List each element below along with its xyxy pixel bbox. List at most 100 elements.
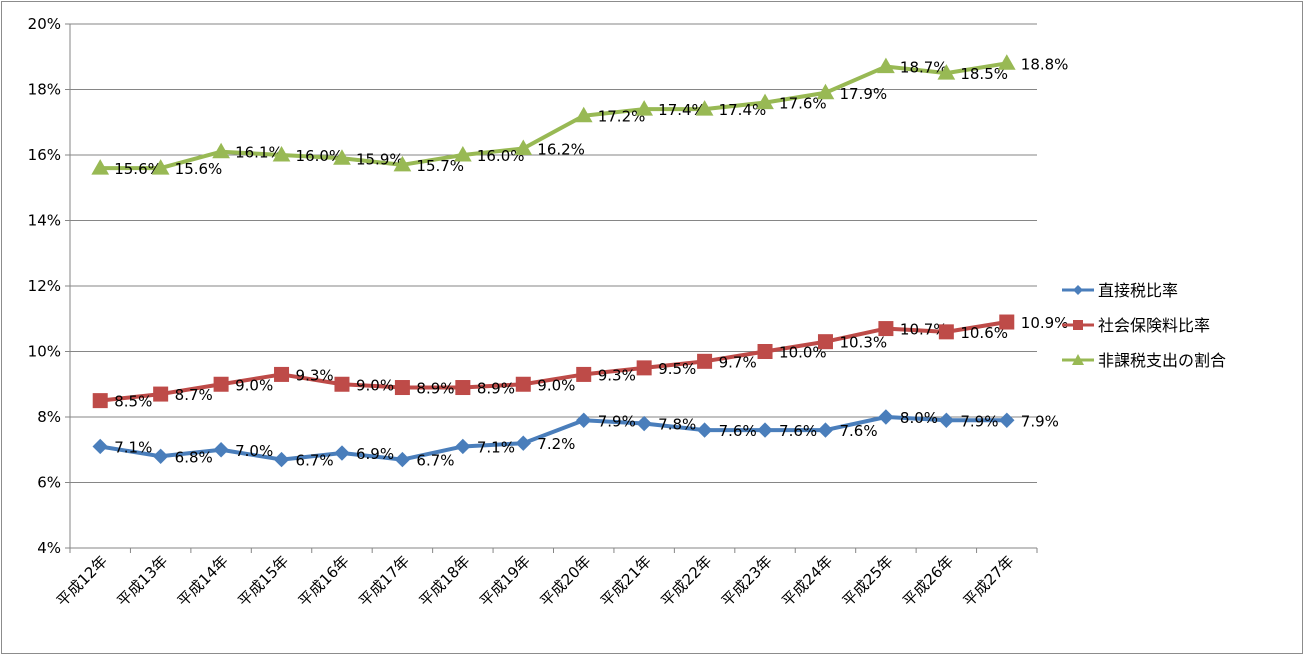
- legend-entry: 直接税比率: [1062, 281, 1178, 300]
- data-label: 7.9%: [960, 412, 998, 430]
- series-line: [100, 61, 1008, 171]
- data-label: 8.5%: [114, 393, 152, 411]
- x-tick-label: 平成13年: [113, 552, 171, 610]
- series-point: [757, 422, 773, 438]
- legend-label: 直接税比率: [1098, 281, 1178, 300]
- legend-entry: 非課税支出の割合: [1062, 351, 1226, 370]
- series-point: [757, 344, 773, 359]
- data-label: 9.0%: [356, 376, 394, 394]
- series-point: [697, 353, 713, 369]
- data-label: 16.0%: [477, 147, 525, 165]
- series-point: [152, 448, 169, 465]
- data-label: 9.5%: [658, 360, 696, 378]
- data-label: 7.0%: [235, 442, 273, 460]
- y-tick-label: 14%: [28, 212, 61, 230]
- series-point: [636, 415, 652, 432]
- x-tick-label: 平成19年: [476, 552, 534, 610]
- series-point: [997, 54, 1016, 70]
- series-point: [455, 438, 471, 455]
- data-label: 9.3%: [296, 366, 334, 384]
- y-tick-label: 4%: [37, 539, 61, 557]
- data-label: 8.9%: [477, 380, 515, 398]
- x-tick-label: 平成24年: [778, 552, 836, 610]
- series-point: [515, 376, 531, 392]
- data-label: 7.6%: [719, 422, 757, 440]
- series-point: [574, 106, 593, 123]
- data-label: 10.7%: [900, 321, 948, 339]
- series-point: [877, 57, 895, 74]
- series-point: [938, 412, 955, 428]
- series-point: [92, 393, 108, 409]
- series-point: [514, 139, 533, 155]
- series-point: [696, 422, 713, 438]
- data-label: 9.0%: [235, 376, 273, 394]
- y-tick-label: 10%: [28, 343, 61, 361]
- x-tick-label: 平成16年: [295, 552, 353, 610]
- data-label: 7.8%: [658, 416, 696, 434]
- data-label: 17.2%: [598, 108, 646, 126]
- x-tick-label: 平成21年: [597, 552, 655, 610]
- series-point: [455, 380, 471, 396]
- series-point: [515, 435, 531, 451]
- data-label: 9.0%: [537, 376, 575, 394]
- data-label: 8.7%: [175, 386, 213, 404]
- data-label: 7.2%: [537, 435, 575, 453]
- y-tick-label: 16%: [28, 146, 61, 164]
- series-point: [394, 451, 411, 468]
- data-label: 7.9%: [1021, 412, 1059, 430]
- data-label: 6.8%: [175, 448, 213, 466]
- series-line: [99, 415, 1007, 462]
- data-label: 8.9%: [416, 380, 454, 398]
- data-label: 6.7%: [416, 452, 454, 470]
- data-label: 7.6%: [779, 422, 817, 440]
- data-label: 17.9%: [839, 85, 887, 103]
- data-label: 16.1%: [235, 144, 283, 162]
- x-tick-label: 平成14年: [174, 552, 232, 610]
- series-point: [394, 380, 410, 396]
- x-tick-label: 平成23年: [718, 552, 776, 610]
- y-tick-label: 18%: [28, 81, 61, 99]
- legend-entry: 社会保険料比率: [1062, 316, 1210, 335]
- x-tick-label: 平成17年: [355, 552, 413, 610]
- data-label: 15.6%: [114, 160, 162, 178]
- data-label: 6.9%: [356, 445, 394, 463]
- series-point: [272, 145, 291, 162]
- legend-marker: [1073, 320, 1083, 330]
- y-tick-label: 6%: [37, 474, 61, 492]
- legend-marker: [1072, 354, 1084, 365]
- series-point: [878, 321, 894, 337]
- series-point: [576, 412, 592, 428]
- legend-label: 非課税支出の割合: [1098, 351, 1226, 370]
- series-point: [333, 149, 351, 165]
- series-point: [816, 83, 835, 100]
- data-label: 18.5%: [960, 65, 1008, 83]
- data-label: 17.4%: [719, 101, 767, 119]
- data-label: 18.7%: [900, 59, 948, 77]
- series-point: [576, 366, 592, 382]
- data-label: 7.1%: [477, 438, 515, 456]
- data-label: 8.0%: [900, 409, 938, 427]
- x-tick-label: 平成15年: [234, 552, 292, 610]
- series-point: [999, 314, 1015, 330]
- series-point: [635, 100, 654, 116]
- y-tick-label: 20%: [28, 15, 61, 33]
- series-point: [213, 376, 229, 392]
- legend-marker: [1073, 285, 1083, 295]
- x-tick-label: 平成25年: [839, 552, 897, 610]
- series-point: [817, 334, 833, 350]
- data-label: 18.8%: [1021, 55, 1069, 73]
- series-point: [213, 442, 229, 458]
- series-point: [334, 376, 350, 392]
- series-point: [91, 159, 110, 175]
- data-label: 9.3%: [598, 366, 636, 384]
- data-label: 7.1%: [114, 438, 152, 456]
- series-point: [212, 142, 230, 159]
- x-tick-label: 平成20年: [536, 552, 594, 610]
- x-tick-label: 平成18年: [416, 552, 474, 610]
- x-tick-label: 平成12年: [53, 552, 111, 610]
- data-label: 10.6%: [960, 324, 1008, 342]
- series-point: [273, 451, 290, 468]
- data-label: 16.0%: [296, 147, 344, 165]
- data-label: 15.6%: [175, 160, 223, 178]
